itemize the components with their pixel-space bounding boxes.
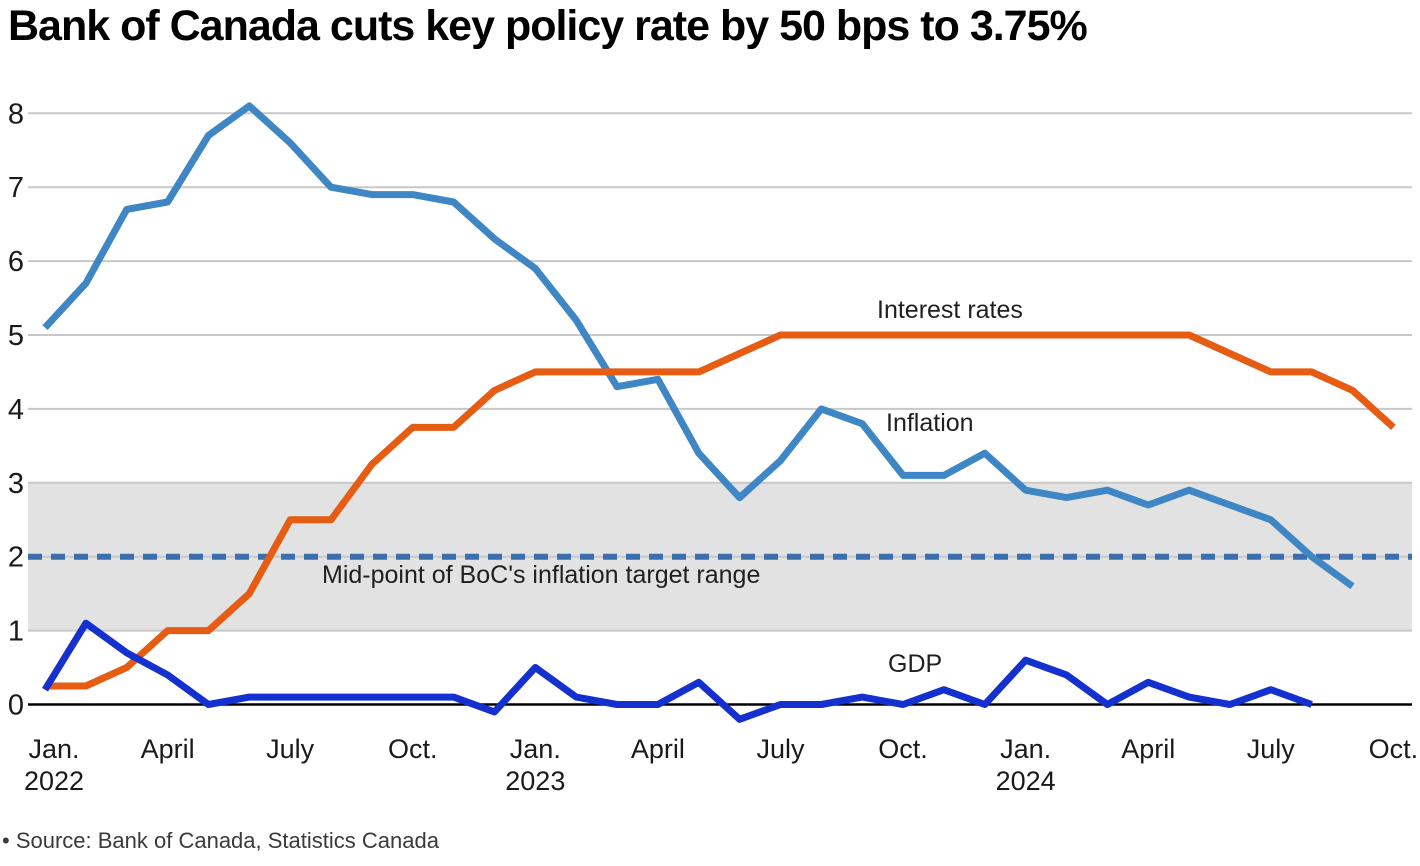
y-tick-label-1: 1 [8, 616, 24, 648]
annotation-label-3: Mid-point of BoC's inflation target rang… [322, 561, 760, 589]
y-tick-label-7: 7 [8, 172, 24, 204]
annotation-label-1: Inflation [886, 409, 974, 437]
series-line-inflation [42, 102, 1355, 590]
x-tick-label-30: July [1247, 734, 1296, 764]
y-tick-label-6: 6 [8, 246, 24, 278]
chart-title: Bank of Canada cuts key policy rate by 5… [8, 2, 1088, 50]
x-tick-label-33: Oct. [1369, 734, 1419, 764]
y-tick-label-3: 3 [8, 468, 24, 500]
series-line-gdp [42, 619, 1313, 723]
series-line-interest-rates [45, 331, 1396, 690]
x-tick-label-24: Jan. [1000, 734, 1051, 764]
x-tick-label-18: July [756, 734, 805, 764]
annotation-label-0: Interest rates [877, 296, 1023, 324]
annotation-label-2: GDP [888, 650, 942, 678]
x-tick-label-21: Oct. [878, 734, 928, 764]
x-tick-label-12: Jan. [510, 734, 561, 764]
y-tick-label-8: 8 [8, 98, 24, 130]
x-tick-label-3: April [141, 734, 195, 764]
y-tick-label-4: 4 [8, 394, 24, 426]
x-tick-label-9: Oct. [388, 734, 438, 764]
x-tick-year-2023: 2023 [505, 766, 565, 796]
x-tick-label-6: July [266, 734, 315, 764]
x-tick-label-15: April [631, 734, 685, 764]
y-tick-label-0: 0 [8, 690, 24, 722]
y-tick-label-2: 2 [8, 542, 24, 574]
x-tick-label-0: Jan. [28, 734, 79, 764]
x-tick-year-2022: 2022 [24, 766, 84, 796]
y-tick-label-5: 5 [8, 320, 24, 352]
x-tick-year-2024: 2024 [996, 766, 1056, 796]
source-note: • Source: Bank of Canada, Statistics Can… [2, 828, 439, 853]
x-tick-label-27: April [1121, 734, 1175, 764]
